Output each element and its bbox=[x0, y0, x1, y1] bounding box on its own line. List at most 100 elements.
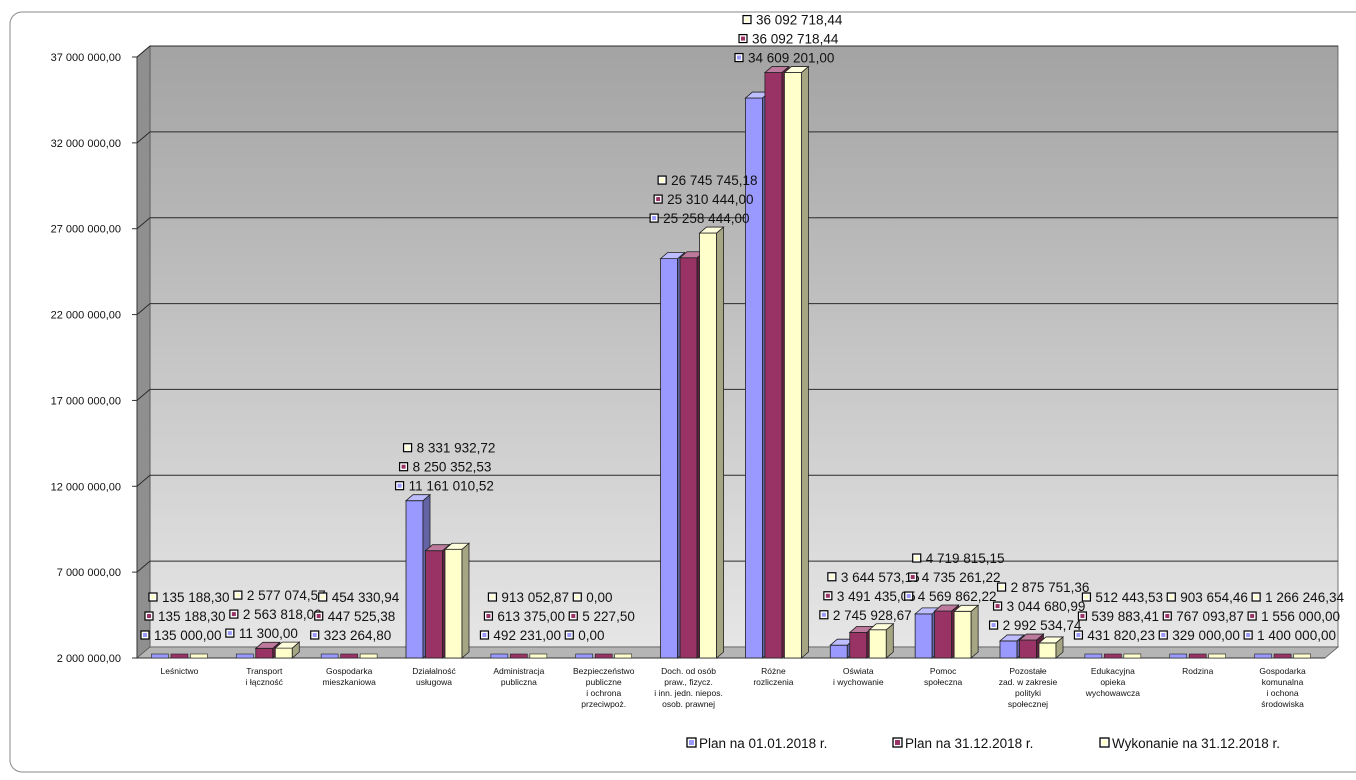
data-label-11-0: 431 820,23 bbox=[1073, 628, 1155, 643]
gridline-side bbox=[136, 474, 151, 487]
category-label: Leśnictwo bbox=[161, 666, 199, 676]
bar-front bbox=[594, 653, 613, 659]
category-label: Doch. od osób praw., fizycz. i inn. jedn. … bbox=[654, 666, 723, 709]
data-label-0-0: 135 000,00 bbox=[140, 628, 222, 643]
bar-front bbox=[829, 644, 848, 659]
bar-front bbox=[953, 610, 972, 659]
data-label-5-2: 0,00 bbox=[572, 590, 613, 605]
bar-front bbox=[235, 653, 254, 659]
data-label-6-0: 25 258 444,00 bbox=[649, 211, 749, 226]
data-label-key-fill bbox=[1161, 633, 1166, 637]
data-label-key-fill bbox=[571, 614, 576, 618]
bar-8-2 bbox=[868, 622, 895, 659]
data-label-text: 447 525,38 bbox=[328, 609, 396, 624]
data-label-text: 767 093,87 bbox=[1176, 609, 1244, 624]
data-label-4-0: 492 231,00 bbox=[479, 628, 561, 643]
bar-front bbox=[679, 257, 698, 659]
data-label-key-fill bbox=[1250, 614, 1255, 618]
data-label-key-fill bbox=[405, 445, 410, 450]
bar-0-0 bbox=[151, 653, 169, 659]
data-label-key-fill bbox=[821, 612, 826, 617]
data-label-key-fill bbox=[482, 633, 487, 637]
category-label: Gospodarka mieszkaniowa bbox=[322, 666, 376, 687]
data-label-key-fill bbox=[652, 216, 657, 221]
data-label-1-2: 2 577 074,57 bbox=[233, 588, 326, 603]
data-label-10-0: 2 992 534,74 bbox=[988, 618, 1082, 633]
gridline-side bbox=[136, 131, 151, 144]
data-label-text: 329 000,00 bbox=[1172, 628, 1240, 643]
data-label-text: 135 000,00 bbox=[154, 628, 222, 643]
bar-front bbox=[614, 653, 633, 659]
data-label-6-2: 26 745 745,18 bbox=[657, 173, 757, 188]
bar-front bbox=[660, 258, 678, 659]
data-label-text: 512 443,53 bbox=[1095, 590, 1163, 605]
data-label-key-fill bbox=[147, 614, 151, 618]
y-tick-label: 2 000 000,00 bbox=[57, 653, 121, 665]
data-label-7-0: 34 609 201,00 bbox=[734, 51, 834, 66]
y-tick-label: 12 000 000,00 bbox=[51, 481, 121, 493]
bar-front bbox=[529, 653, 548, 659]
bar-3-2 bbox=[443, 542, 471, 659]
legend-entry-0: Plan na 01.01.2018 r. bbox=[686, 736, 827, 751]
data-label-text: 2 745 928,67 bbox=[833, 608, 912, 623]
bar-front bbox=[444, 548, 463, 659]
data-label-text: 4 569 862,22 bbox=[918, 589, 997, 604]
gridline-side bbox=[136, 389, 151, 401]
data-label-key-fill bbox=[656, 197, 661, 202]
data-label-13-0: 1 400 000,00 bbox=[1243, 628, 1336, 643]
gridline-side bbox=[136, 45, 151, 58]
category-label: Bezpieczeństwo publiczne i ochrona przeciwp… bbox=[573, 666, 635, 709]
bar-11-1 bbox=[1104, 653, 1122, 659]
data-label-text: 2 992 534,74 bbox=[1003, 618, 1082, 633]
bar-top bbox=[443, 542, 471, 550]
data-label-3-2: 8 331 932,72 bbox=[402, 441, 495, 456]
data-label-key-fill bbox=[235, 593, 240, 598]
data-label-text: 5 227,50 bbox=[582, 609, 635, 624]
data-label-4-1: 613 375,00 bbox=[483, 609, 565, 624]
bar-top bbox=[274, 641, 301, 649]
data-label-key-fill bbox=[741, 36, 745, 41]
data-label-1-0: 11 300,00 bbox=[225, 626, 298, 641]
bar-front bbox=[274, 647, 293, 659]
y-tick-label: 37 000 000,00 bbox=[51, 52, 121, 64]
bar-front bbox=[849, 631, 868, 659]
category-label: Różne rozliczenia bbox=[753, 666, 793, 687]
data-label-2-2: 454 330,94 bbox=[318, 590, 400, 605]
data-label-text: 454 330,94 bbox=[332, 590, 400, 605]
data-label-key-fill bbox=[829, 574, 834, 579]
data-label-0-1: 135 188,30 bbox=[144, 609, 226, 624]
bar-2-0 bbox=[320, 653, 339, 659]
bar-front bbox=[934, 610, 953, 659]
legend-key-fill bbox=[895, 740, 900, 745]
category-label: Pomoc społeczna bbox=[924, 666, 963, 687]
bar-11-2 bbox=[1123, 653, 1142, 659]
data-label-4-2: 913 052,87 bbox=[487, 590, 569, 605]
category-label: Administracja publiczna bbox=[493, 666, 544, 687]
bar-top bbox=[404, 494, 432, 502]
bar-top bbox=[424, 544, 451, 552]
data-label-text: 492 231,00 bbox=[493, 628, 561, 643]
bar-front bbox=[999, 640, 1018, 659]
data-label-key-fill bbox=[1246, 633, 1251, 637]
data-label-text: 323 264,80 bbox=[324, 628, 392, 643]
data-label-key-fill bbox=[227, 631, 232, 636]
data-label-8-0: 2 745 928,67 bbox=[819, 608, 912, 623]
bar-front bbox=[699, 232, 717, 659]
data-label-key-fill bbox=[231, 612, 236, 617]
bar-front bbox=[425, 550, 443, 659]
bar-5-1 bbox=[594, 653, 613, 659]
legend-label: Wykonanie na 31.12.2018 r. bbox=[1112, 736, 1280, 751]
bar-top bbox=[254, 641, 281, 649]
data-label-13-1: 1 556 000,00 bbox=[1247, 609, 1340, 624]
data-label-text: 1 400 000,00 bbox=[1257, 628, 1336, 643]
data-label-7-1: 36 092 718,44 bbox=[738, 32, 839, 47]
bar-front bbox=[1123, 653, 1142, 659]
bar-top bbox=[698, 226, 725, 234]
legend-entry-2: Wykonanie na 31.12.2018 r. bbox=[1099, 736, 1280, 751]
legend-label: Plan na 31.12.2018 r. bbox=[905, 736, 1033, 751]
data-label-text: 34 609 201,00 bbox=[748, 51, 834, 66]
bar-1-2 bbox=[274, 641, 301, 659]
bar-front bbox=[1019, 639, 1037, 659]
data-label-key-fill bbox=[575, 595, 580, 599]
